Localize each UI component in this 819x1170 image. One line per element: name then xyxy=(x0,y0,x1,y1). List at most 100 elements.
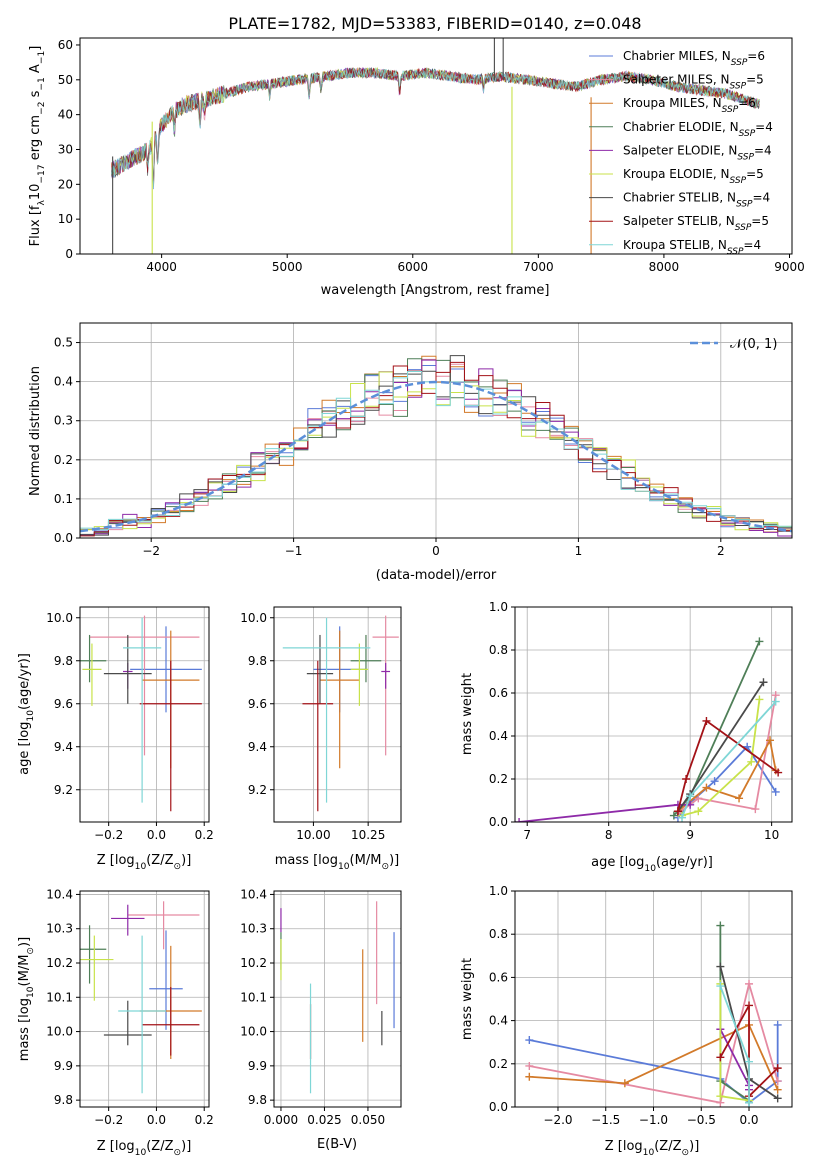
mw-vs-z-xlabel-part: 10 xyxy=(643,1148,655,1158)
figure-title: PLATE=1782, MJD=53383, FIBERID=0140, z=0… xyxy=(228,14,641,33)
spectrum-ylabel: Flux [fλ10−17 erg cm−2 s−1 A−1] xyxy=(28,46,47,247)
residuals-ytick-label: 0.0 xyxy=(54,531,73,545)
mass_vs_Z-ytick-label: 10.3 xyxy=(46,922,73,936)
legend-label-sub: SSP xyxy=(736,200,753,210)
series-marker xyxy=(745,1001,754,1010)
mass_vs_ebv-ytick-label: 10.4 xyxy=(240,887,267,901)
series-marker xyxy=(759,678,768,687)
mass_vs_Z-ytick-label: 10.1 xyxy=(46,990,73,1004)
spectrum-xlabel: wavelength [Angstrom, rest frame] xyxy=(321,283,550,298)
legend-label-name: Chabrier MILES, N xyxy=(623,49,731,63)
mass_vs_ebv-ytick-label: 9.9 xyxy=(248,1059,267,1073)
mass_weight_vs_age-ytick-label: 0.8 xyxy=(489,643,508,657)
mass_vs_ebv-xtick-label: 0.025 xyxy=(307,1113,341,1127)
age-vs-z-xlabel-part: 10 xyxy=(135,862,147,872)
mass_vs_Z-ytick-label: 9.8 xyxy=(54,1093,73,1107)
spectrum-ytick-label: 30 xyxy=(58,142,73,156)
series-marker xyxy=(515,818,524,822)
spectrum-ytick-label: 40 xyxy=(58,108,73,122)
mw-vs-z-xlabel-part: (Z/Z xyxy=(654,1139,681,1154)
spectrum-ylabel-part: s xyxy=(28,90,43,101)
legend-label: Chabrier ELODIE, NSSP=4 xyxy=(623,120,773,139)
age_vs_Z-plot-area xyxy=(80,615,202,812)
mw-vs-age-xlabel: age [log10(age/yr)] xyxy=(591,855,713,874)
mw-vs-age-xlabel-part: 10 xyxy=(644,864,656,874)
errorbar-point xyxy=(80,634,107,683)
spectrum-ylabel-part: erg cm xyxy=(28,115,43,164)
age-vs-z-ylabel-part: 10 xyxy=(26,710,36,722)
legend-label-name: Salpeter STELIB, N xyxy=(623,214,735,228)
spectrum-xtick-label: 4000 xyxy=(146,260,177,274)
mass_vs_ebv-xtick-label: 0.000 xyxy=(264,1113,298,1127)
mass_weight_vs_age-frame xyxy=(514,606,793,823)
errorbar-point xyxy=(149,930,183,1030)
series-marker xyxy=(773,1077,782,1086)
residuals-ylabel: Normed distribution xyxy=(28,366,43,496)
errorbar-point xyxy=(80,935,114,1001)
age_vs_Z-ytick-label: 9.2 xyxy=(54,783,73,797)
mass-vs-z-ylabel-part: (M/M xyxy=(17,955,32,987)
series-marker xyxy=(716,921,725,930)
spectrum-ytick-label: 20 xyxy=(58,177,73,191)
mw-vs-z-xlabel-part: )] xyxy=(689,1139,699,1154)
age-vs-z-xlabel-part: ⊙ xyxy=(174,862,182,872)
mass_weight_vs_Z-ytick-label: 0.2 xyxy=(489,1057,508,1071)
age_vs_Z-xtick-label: 0.2 xyxy=(195,828,214,842)
spectrum-ylabel-part: 10 xyxy=(28,184,43,201)
mass_vs_Z-ytick-label: 9.9 xyxy=(54,1059,73,1073)
series-marker xyxy=(766,736,775,745)
residuals-xtick-label: −2 xyxy=(142,544,160,558)
errorbar-point xyxy=(350,634,382,683)
legend-label: Salpeter ELODIE, NSSP=4 xyxy=(623,143,772,162)
series-marker xyxy=(773,1064,782,1073)
mass_weight_vs_Z-xtick-label: −1.5 xyxy=(591,1113,620,1127)
mass_vs_Z-ytick-label: 10.0 xyxy=(46,1025,73,1039)
series-marker xyxy=(669,811,678,820)
mass_vs_ebv-frame xyxy=(273,890,402,1108)
errorbar-point xyxy=(80,925,107,984)
age_vs_mass-panel: 10.00 10.25 9.2 9.4 9.6 9.8 10.0 mass [log10(M/… xyxy=(240,606,402,872)
series-marker xyxy=(686,792,695,801)
series-marker xyxy=(694,807,703,816)
age-vs-z-xlabel-part: (Z/Z xyxy=(146,853,173,868)
errorbar-point xyxy=(123,617,162,803)
age-vs-mass-xlabel: mass [log10(M/M⊙)] xyxy=(275,853,399,872)
mass_weight_vs_age-ytick-label: 0.2 xyxy=(489,772,508,786)
mass-vs-z-ylabel-part: )] xyxy=(17,937,32,947)
series-marker xyxy=(525,1061,534,1070)
spectrum-ylabel-part: ] xyxy=(28,46,43,51)
mass_weight_vs_age-xtick-label: 10 xyxy=(764,828,779,842)
mass_vs_ebv-panel: 0.000 0.025 0.050 9.8 9.9 10.0 10.1 10.2 10.3 10.… xyxy=(240,887,402,1152)
legend-label-sub: SSP xyxy=(739,129,756,139)
age_vs_Z-panel: −0.2 0.0 0.29.29.49.69.810.0Z [log10(Z/Z⊙)… xyxy=(17,606,214,872)
series-marker xyxy=(773,1094,782,1103)
age_vs_Z-ytick-label: 9.8 xyxy=(54,654,73,668)
age_vs_Z-xtick-label: −0.2 xyxy=(94,828,123,842)
series-line xyxy=(681,699,761,817)
spectrum-ytick-label: 60 xyxy=(58,38,73,52)
mass_vs_ebv-ytick-label: 9.8 xyxy=(248,1093,267,1107)
series-marker xyxy=(747,757,756,766)
legend-label-name: Chabrier ELODIE, N xyxy=(623,120,739,134)
mass-vs-z-xlabel-part: ⊙ xyxy=(174,1148,182,1158)
series-marker xyxy=(716,1092,725,1101)
age_vs_mass-ytick-label: 10.0 xyxy=(240,611,267,625)
legend-label: Chabrier STELIB, NSSP=4 xyxy=(623,191,770,210)
mass_vs_ebv-ytick-label: 10.1 xyxy=(240,990,267,1004)
mass_vs_Z-xtick-label: 0.2 xyxy=(195,1113,214,1127)
series-marker xyxy=(702,716,711,725)
mass_weight_vs_Z-xtick-label: −0.5 xyxy=(687,1113,716,1127)
series-marker xyxy=(682,775,691,783)
mw-vs-age-xlabel-part: (age/yr)] xyxy=(656,855,713,870)
series-line xyxy=(719,1005,779,1099)
series-marker xyxy=(773,1085,782,1094)
residuals-xtick-label: −1 xyxy=(285,544,303,558)
mass_weight_vs_Z-plot-area xyxy=(525,921,782,1107)
series-marker xyxy=(678,813,687,822)
mass_vs_Z-ytick-label: 10.2 xyxy=(46,956,73,970)
legend-label-n: =5 xyxy=(746,167,764,181)
mass-vs-z-xlabel: Z [log10(Z/Z⊙)] xyxy=(97,1139,192,1158)
legend-label-name: Chabrier STELIB, N xyxy=(623,191,736,205)
